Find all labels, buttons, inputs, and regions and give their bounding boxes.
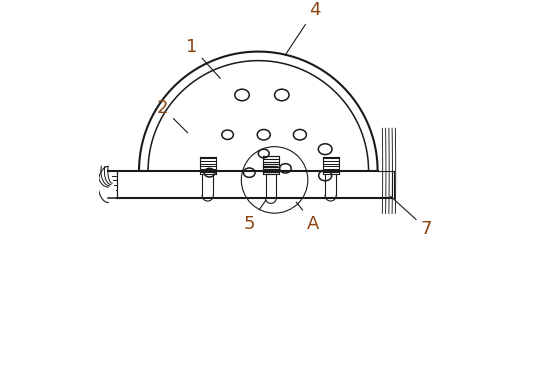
- Text: 1: 1: [186, 38, 220, 79]
- Text: 2: 2: [157, 99, 188, 133]
- Text: 4: 4: [285, 1, 320, 55]
- Text: 5: 5: [244, 200, 266, 233]
- Text: A: A: [296, 202, 320, 233]
- Text: 7: 7: [390, 196, 432, 238]
